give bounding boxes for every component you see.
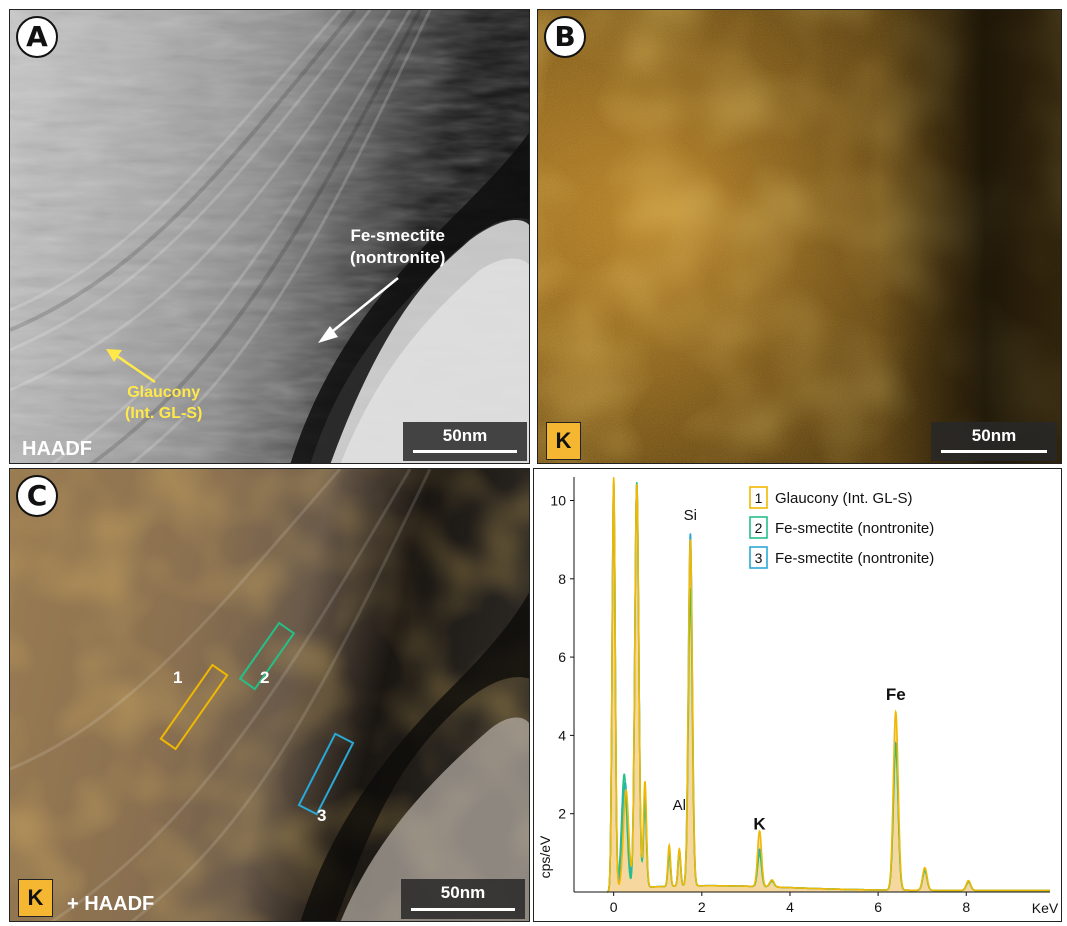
legend-entry-1: Glaucony (Int. GL-S) bbox=[775, 490, 913, 507]
panel-b-scalebar: 50nm bbox=[931, 422, 1057, 461]
y-tick-label-8: 8 bbox=[558, 571, 566, 587]
panel-a-scale-bar bbox=[413, 450, 517, 453]
spectrum-line-series-1 bbox=[606, 477, 1050, 893]
legend-number-2: 2 bbox=[755, 520, 763, 536]
y-tick-label-10: 10 bbox=[550, 492, 566, 508]
spectrum-line-series-3 bbox=[606, 484, 1050, 893]
spectrum-line-series-2 bbox=[606, 481, 1050, 893]
eds-spectrum-svg: 2 4 6 8 10 0 2 4 6 8 KeV cps/eV Si Al K Fe 1 Glaucony (In… bbox=[537, 477, 1059, 916]
peak-label-k: K bbox=[753, 814, 766, 833]
x-tick-label-0: 0 bbox=[610, 899, 618, 915]
fe-smectite-annotation: Fe-smectite (nontronite) bbox=[350, 225, 445, 269]
panel-b-scale-bar bbox=[941, 450, 1047, 453]
legend-entry-3: Fe-smectite (nontronite) bbox=[775, 550, 934, 567]
fe-smectite-line2: (nontronite) bbox=[350, 248, 446, 267]
panel-c-label: C bbox=[16, 475, 58, 517]
x-tick-label-2: 2 bbox=[698, 899, 706, 915]
x-axis-label: KeV bbox=[1032, 900, 1059, 916]
peak-label-fe: Fe bbox=[886, 685, 906, 704]
spectrum-fill-series-1 bbox=[607, 477, 1050, 892]
sample-box-3-label: 3 bbox=[317, 806, 327, 825]
panel-a-label: A bbox=[16, 16, 58, 58]
fe-smectite-line1: Fe-smectite bbox=[350, 226, 445, 245]
sample-box-1-label: 1 bbox=[173, 668, 183, 687]
y-tick-label-2: 2 bbox=[558, 806, 566, 822]
legend-number-1: 1 bbox=[755, 490, 763, 506]
haadf-image-texture bbox=[10, 10, 529, 463]
panel-a-scalebar: 50nm bbox=[403, 422, 527, 461]
x-tick-label-4: 4 bbox=[786, 899, 794, 915]
panel-a-haadf-image: A Fe-smectite (nontronite) Glaucony (Int… bbox=[9, 9, 530, 464]
panel-c-element-badge: K bbox=[18, 879, 53, 917]
y-tick-label-4: 4 bbox=[558, 727, 566, 743]
sample-box-2-label: 2 bbox=[260, 668, 270, 687]
sample-box-1 bbox=[159, 663, 229, 751]
panel-c-overlay-image: 1 2 3 C K + HAADF 50nm bbox=[9, 468, 530, 922]
overlay-image-texture bbox=[10, 469, 529, 921]
legend-swatch-2 bbox=[749, 516, 768, 539]
y-tick-label-6: 6 bbox=[558, 649, 566, 665]
panel-a-scale-text: 50nm bbox=[442, 426, 488, 445]
haadf-mode-label: HAADF bbox=[22, 438, 92, 460]
panel-c-scale-bar bbox=[411, 908, 515, 911]
legend-number-3: 3 bbox=[755, 550, 763, 566]
glaucony-line1: Glaucony bbox=[127, 384, 201, 401]
panel-b-element-badge: K bbox=[546, 422, 581, 460]
legend-swatch-1 bbox=[749, 486, 768, 509]
x-tick-label-8: 8 bbox=[962, 899, 970, 915]
glaucony-annotation: Glaucony (Int. GL-S) bbox=[125, 382, 202, 424]
sample-box-3 bbox=[297, 732, 355, 816]
glaucony-line2: (Int. GL-S) bbox=[125, 405, 203, 422]
x-tick-label-6: 6 bbox=[874, 899, 882, 915]
legend-swatch-3 bbox=[749, 546, 768, 569]
sample-box-2 bbox=[238, 621, 296, 691]
y-axis-label: cps/eV bbox=[537, 835, 553, 878]
panel-b-k-map: B K 50nm bbox=[537, 9, 1062, 464]
panel-b-scale-text: 50nm bbox=[971, 426, 1017, 445]
panel-c-mode-suffix: + HAADF bbox=[67, 893, 155, 915]
peak-label-si: Si bbox=[684, 507, 697, 524]
panel-c-scale-text: 50nm bbox=[440, 883, 486, 902]
legend-entry-2: Fe-smectite (nontronite) bbox=[775, 520, 934, 537]
eds-spectrum-chart: 2 4 6 8 10 0 2 4 6 8 KeV cps/eV Si Al K Fe 1 Glaucony (In… bbox=[533, 468, 1062, 922]
panel-b-label: B bbox=[544, 16, 586, 58]
k-map-texture bbox=[538, 10, 1061, 463]
peak-label-al: Al bbox=[673, 797, 686, 814]
panel-c-scalebar: 50nm bbox=[401, 879, 525, 919]
